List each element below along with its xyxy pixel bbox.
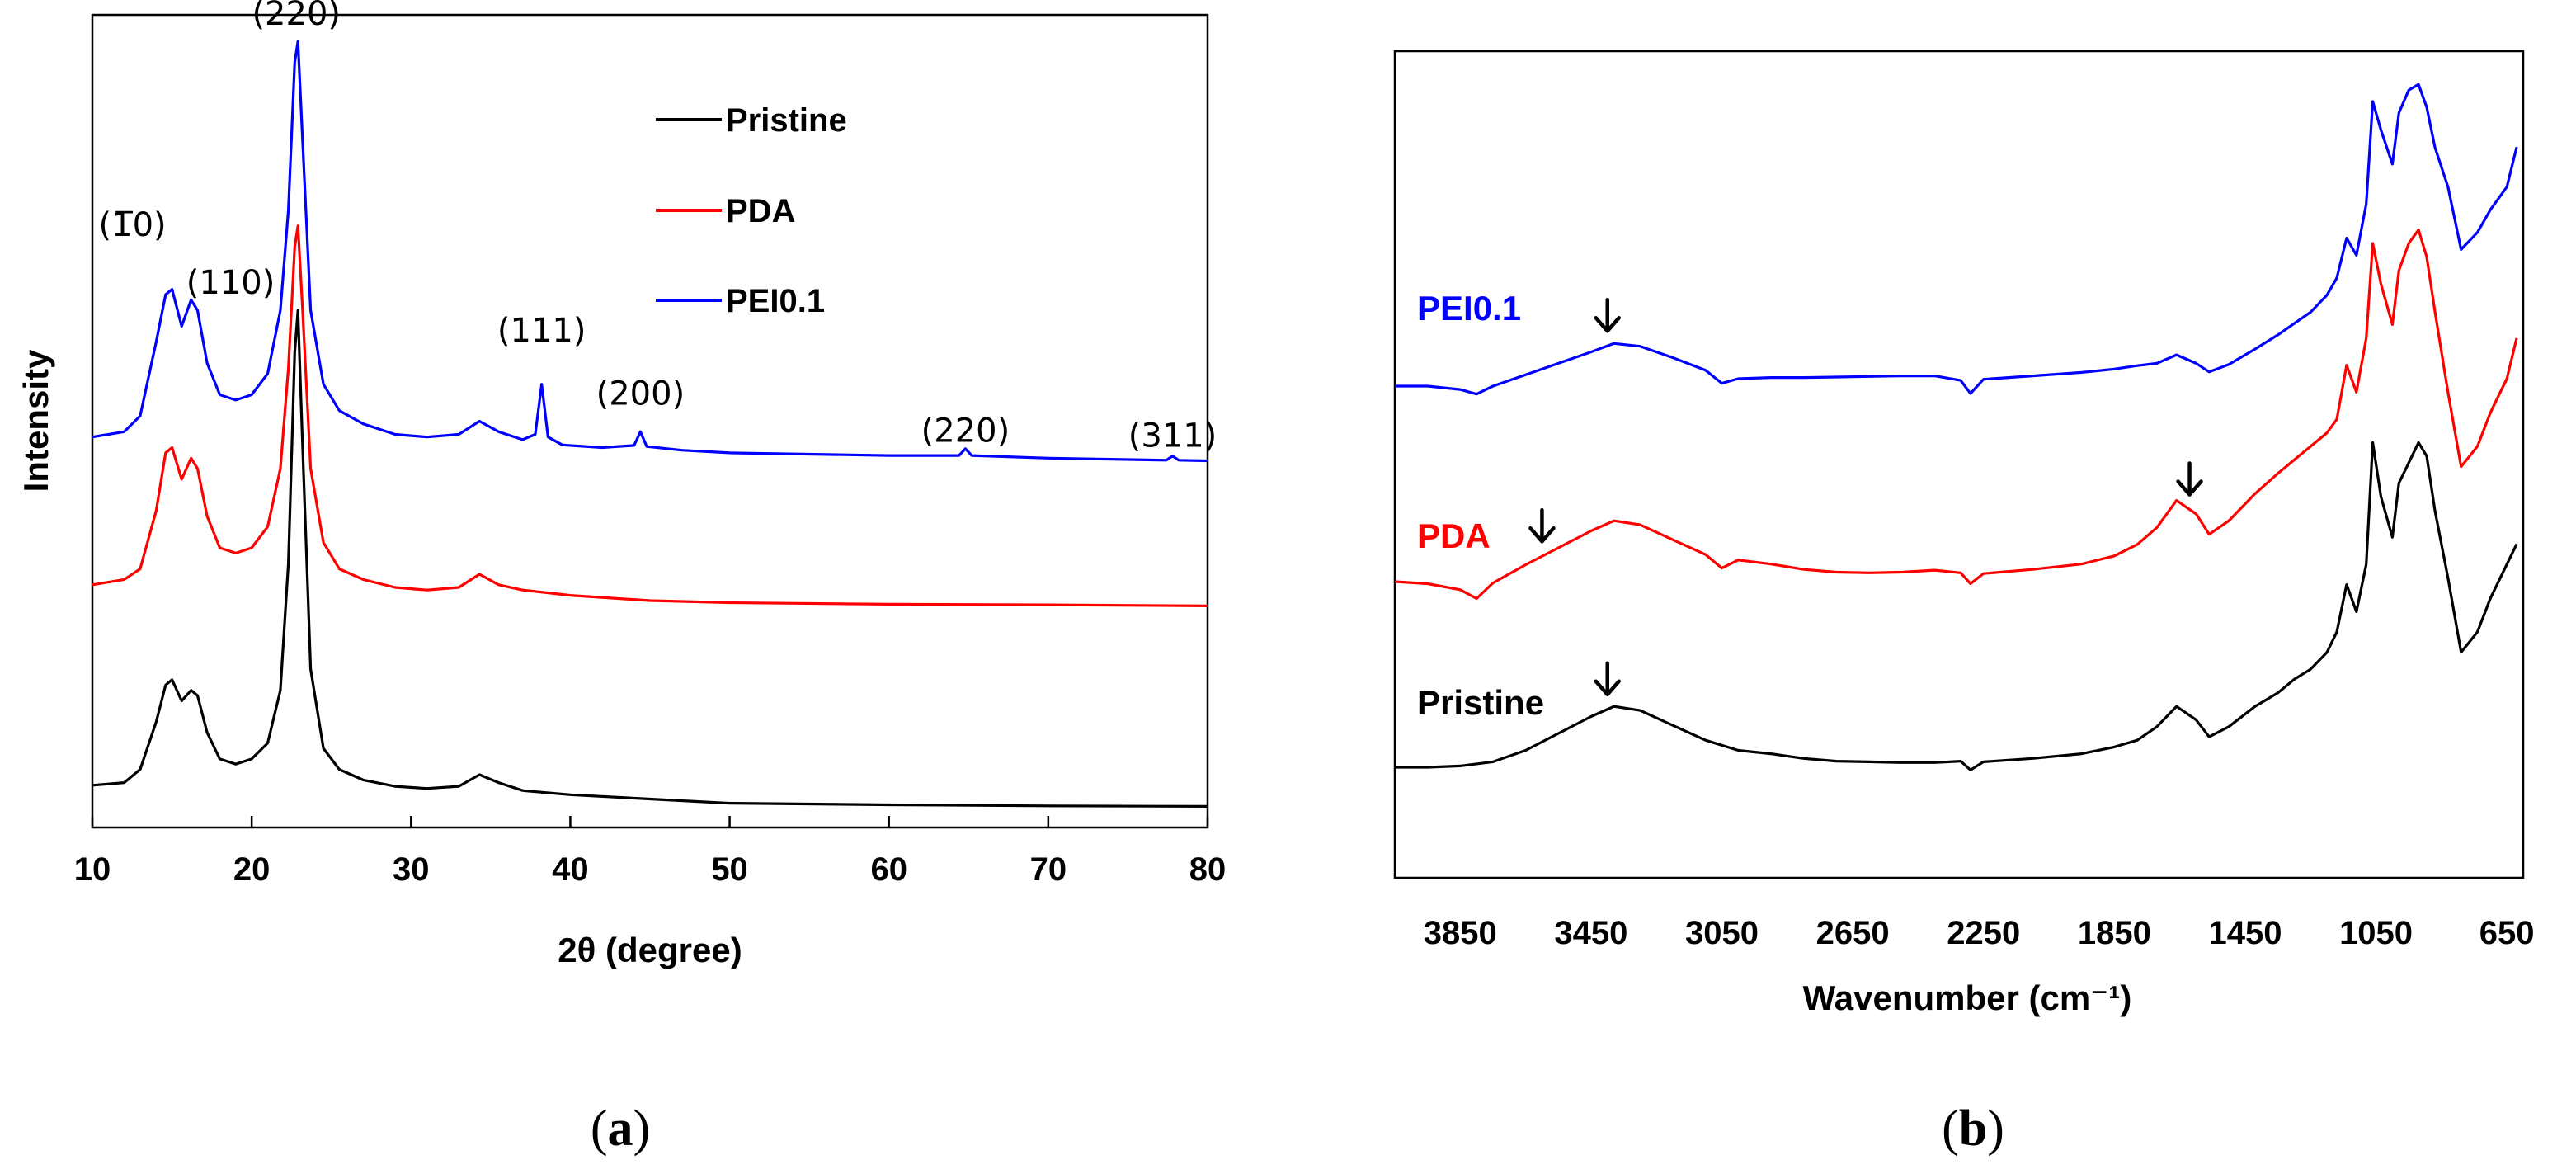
x-tick-label-b: 1050	[2339, 915, 2413, 951]
x-tick-label-b: 3450	[1554, 915, 1627, 951]
panel-a: 10 20 30 40 50 60 70 80 (220) (1̅0) (110) (111) (20…	[16, 0, 1226, 1157]
peak-label: (311)	[1128, 417, 1217, 455]
x-tick-label-a: 10	[74, 851, 111, 888]
peak-label: (1̅0)	[99, 206, 167, 244]
series-line-pristine	[92, 309, 1208, 808]
series-label-pei: PEI0.1	[1417, 289, 1521, 328]
x-tick-label-b: 1850	[2078, 915, 2151, 951]
plot-frame-a	[91, 13, 1209, 829]
peak-label: (220)	[921, 412, 1010, 450]
series-line-pei01	[92, 40, 1208, 463]
y-axis-title-a: Intensity	[16, 349, 55, 492]
ftir-line-pristine	[1395, 441, 2518, 771]
ftir-line-pei01	[1395, 83, 2518, 396]
x-tick-label-b: 2650	[1816, 915, 1890, 951]
peak-label: (200)	[596, 375, 685, 413]
peak-labels-a: (220) (1̅0) (110) (111) (200) (220) (311)	[99, 0, 1217, 455]
x-tick-label-b: 3050	[1685, 915, 1759, 951]
x-tick-label-a: 20	[233, 851, 271, 888]
panel-label-b: (b)	[1942, 1101, 2004, 1157]
plot-frame-b	[1393, 50, 2525, 879]
x-tick-labels-b: 3850 3450 3050 2650 2250 1850 1450 1050 650	[1424, 915, 2535, 951]
peak-label: (220)	[252, 0, 341, 33]
down-arrow-icon	[2176, 461, 2203, 497]
series-group-a	[92, 40, 1208, 808]
legend-a: Pristine PDA PEI0.1	[656, 102, 847, 319]
x-ticks-a	[91, 816, 1209, 827]
arrow-annotations-b	[1528, 297, 2203, 696]
series-line-pda	[92, 224, 1208, 607]
series-label-pda: PDA	[1417, 516, 1491, 555]
series-label-pristine: Pristine	[1417, 683, 1544, 722]
x-tick-label-a: 40	[552, 851, 589, 888]
x-tick-label-b: 2250	[1947, 915, 2020, 951]
x-tick-label-a: 50	[711, 851, 748, 888]
x-tick-label-a: 80	[1189, 851, 1227, 888]
x-tick-label-a: 60	[870, 851, 907, 888]
x-tick-label-b: 1450	[2208, 915, 2282, 951]
x-axis-title-a: 2θ (degree)	[558, 931, 742, 969]
x-tick-label-b: 650	[2479, 915, 2535, 951]
legend-label-pei: PEI0.1	[726, 283, 825, 319]
x-tick-label-a: 70	[1030, 851, 1067, 888]
down-arrow-icon	[1594, 661, 1621, 696]
panel-letter-b: b	[1959, 1101, 1987, 1157]
x-axis-title-b: Wavenumber (cm⁻¹)	[1803, 978, 2132, 1017]
ftir-line-pda	[1394, 229, 2518, 601]
panel-b: 3850 3450 3050 2650 2250 1850 1450 1050 650 PEI0…	[1393, 50, 2535, 1157]
legend-label-pda: PDA	[726, 193, 795, 229]
down-arrow-icon	[1594, 297, 1621, 333]
down-arrow-icon	[1528, 508, 1556, 544]
peak-label: (110)	[186, 264, 275, 302]
series-group-b	[1394, 83, 2518, 771]
panel-letter-a: a	[608, 1101, 633, 1157]
x-tick-labels-a: 10 20 30 40 50 60 70 80	[74, 851, 1227, 888]
x-tick-label-a: 30	[393, 851, 430, 888]
legend-label-pristine: Pristine	[726, 102, 847, 139]
x-tick-label-b: 3850	[1424, 915, 1497, 951]
panel-label-a: (a)	[591, 1101, 650, 1157]
peak-label: (111)	[497, 312, 586, 350]
